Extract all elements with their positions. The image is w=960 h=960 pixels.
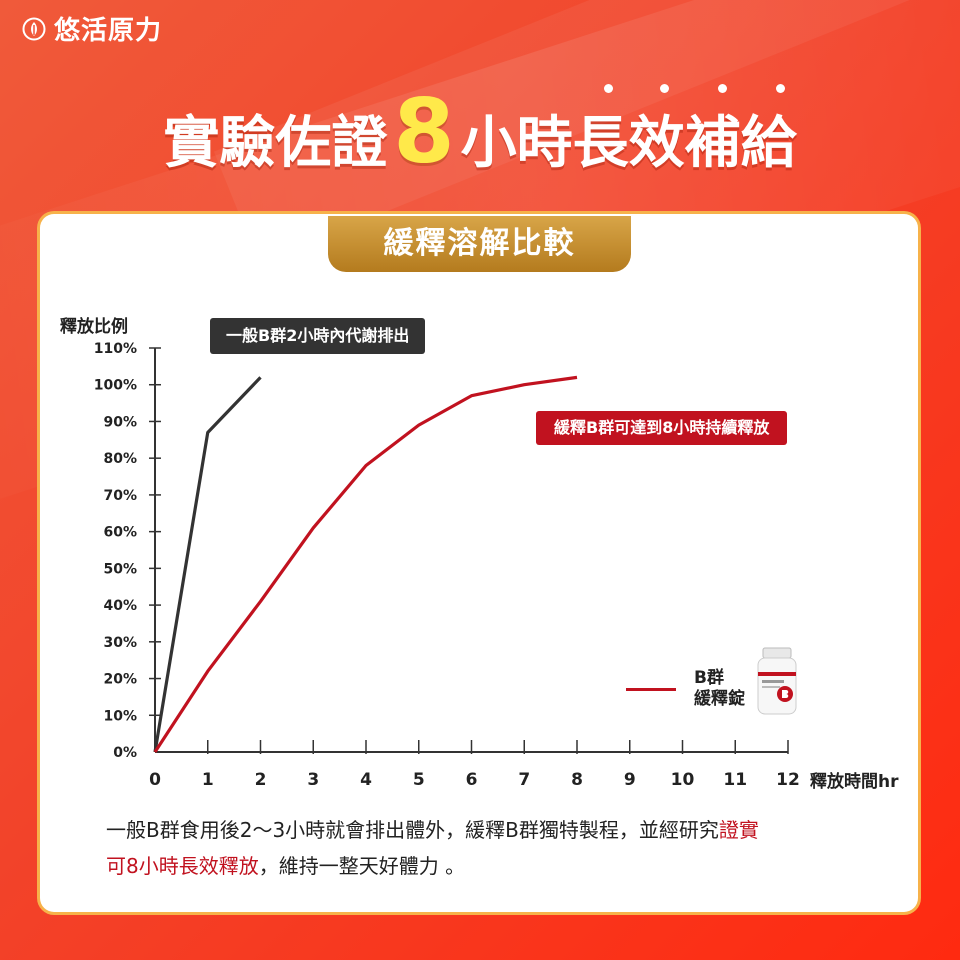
legend-label: B群 緩釋錠 <box>694 668 745 710</box>
x-tick-label: 3 <box>307 770 319 790</box>
series-line-slow-release <box>153 375 578 753</box>
legend-line1: B群 <box>694 668 724 688</box>
legend-swatch <box>626 687 676 691</box>
y-tick-label: 40% <box>103 598 137 614</box>
legend-line2: 緩釋錠 <box>694 689 745 709</box>
y-tick-label: 100% <box>94 378 137 394</box>
x-tick-label: 2 <box>255 770 267 790</box>
x-tick-label: 4 <box>360 770 372 790</box>
y-tick-label: 30% <box>103 635 137 651</box>
x-tick-label: 8 <box>571 770 583 790</box>
section-title: 緩釋溶解比較 <box>328 216 631 272</box>
emphasis-dots <box>600 84 800 96</box>
headline: 實驗佐證8 小時長效補給 <box>0 80 960 183</box>
y-tick-label: 110% <box>94 341 137 357</box>
x-tick-label: 5 <box>413 770 425 790</box>
description-highlight-b: 可8小時長效釋放 <box>106 854 259 878</box>
series-line-general <box>153 376 262 753</box>
y-tick-label: 20% <box>103 672 137 688</box>
callout-slow-release: 緩釋B群可達到8小時持續釋放 <box>536 411 788 445</box>
x-tick-label: 6 <box>466 770 478 790</box>
y-axis-label: 釋放比例 <box>60 317 128 337</box>
y-tick-label: 50% <box>103 561 137 577</box>
y-tick-label: 80% <box>103 451 137 467</box>
brand-logo: 悠活原力 <box>22 10 162 47</box>
x-tick-label: 7 <box>518 770 530 790</box>
x-axis-label: 釋放時間hr <box>810 772 899 792</box>
x-tick-label: 12 <box>776 770 800 790</box>
leaf-drop-icon <box>22 17 46 40</box>
headline-part1: 實驗佐證 <box>163 111 388 176</box>
description-text-b: ，維持一整天好體力 。 <box>258 854 466 878</box>
legend: B群 緩釋錠 <box>626 668 745 710</box>
y-tick-label: 10% <box>103 708 137 724</box>
description-highlight-a: 證實 <box>718 818 759 842</box>
description-text-a: 一般B群食用後2～3小時就會排出體外，緩釋B群獨特製程，並經研究 <box>106 818 719 842</box>
x-tick-label: 1 <box>202 770 214 790</box>
x-tick-label: 11 <box>723 770 747 790</box>
x-tick-label: 0 <box>149 770 161 790</box>
bottle-icon <box>757 647 797 715</box>
y-tick-label: 60% <box>103 525 137 541</box>
headline-part2: 小時長效補給 <box>460 111 797 176</box>
y-tick-label: 90% <box>103 414 137 430</box>
brand-name: 悠活原力 <box>54 16 163 46</box>
description: 一般B群食用後2～3小時就會排出體外，緩釋B群獨特製程，並經研究證實 可8小時長… <box>106 812 886 884</box>
headline-number: 8 <box>393 80 455 183</box>
x-tick-label: 10 <box>671 770 695 790</box>
x-tick-label: 9 <box>624 770 636 790</box>
y-tick-label: 70% <box>103 488 137 504</box>
y-tick-label: 0% <box>113 745 137 761</box>
callout-general-b: 一般B群2小時內代謝排出 <box>210 318 426 354</box>
